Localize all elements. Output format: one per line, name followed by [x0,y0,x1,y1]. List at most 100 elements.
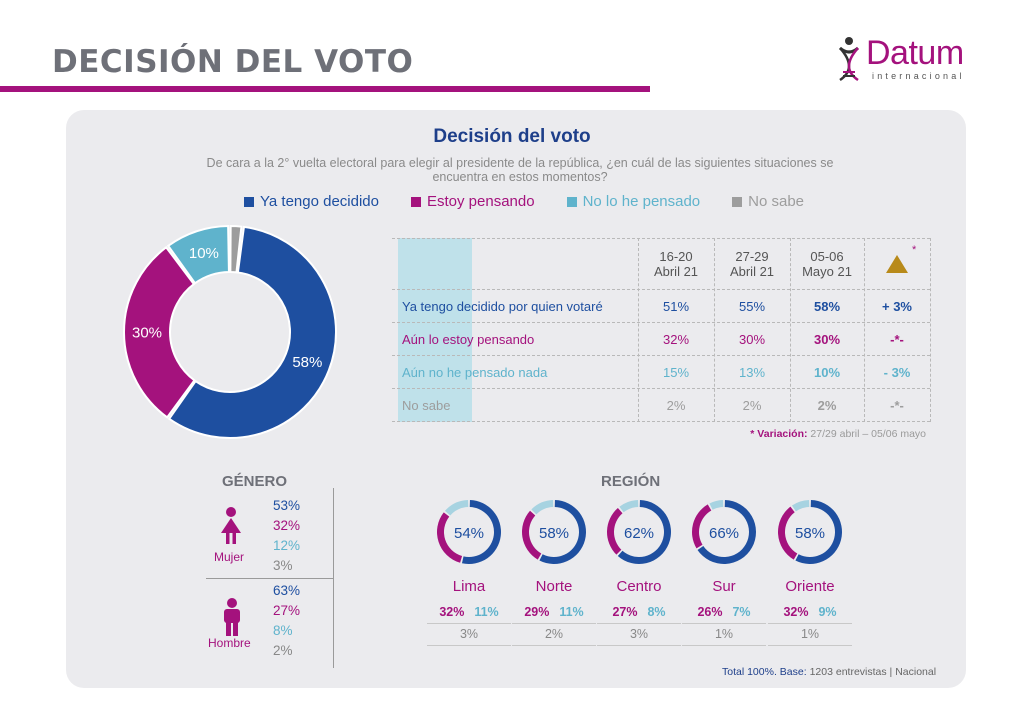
col-header: 16-20 Abril 21 [638,238,714,289]
legend: Ya tengo decidido Estoy pensando No lo h… [244,193,804,210]
footer-total: Total 100%. [722,666,777,678]
row-value: 30% [813,331,841,347]
chart-title: Decisión del voto [433,126,591,147]
region-detail-row: 32% 11% [427,605,511,624]
region-detail-row: 26% 7% [682,605,766,624]
note-label: * Variación: [750,428,808,440]
region-slice [522,510,542,560]
region-name: Lima [452,578,486,595]
donut-slice-label: 58% [292,354,322,371]
gender-value: 53% [273,498,301,513]
col-header: 27-29 Abril 21 [714,238,790,289]
region-name: Norte [535,578,573,595]
region-no-sabe: 3% [597,627,681,646]
donut-slice [167,225,337,439]
row-value: 2% [742,397,762,413]
col-header-line: 16-20 [659,248,693,264]
table-row: No sabe 2% 2% 2% -*- [392,389,930,422]
legend-label: No sabe [748,193,805,210]
gender-value: 3% [273,558,293,573]
gender-values-hombre: 63% 27% 8% 2% [273,581,300,661]
region-slice [709,500,724,510]
col-header-line: 27-29 [735,248,769,264]
row-variation: -*- [890,397,904,413]
warning-triangle-icon [886,254,908,273]
region-no-sabe: 2% [512,627,596,646]
legend-label: Ya tengo decidido [260,193,379,210]
region-slice [692,504,712,549]
region-pensando: 32% [783,605,809,619]
region-name: Oriente [785,578,835,595]
donut-slice [123,245,196,419]
region-slice [617,500,671,564]
donut-slice [229,224,243,274]
gender-value: 63% [273,583,301,598]
table-row: Ya tengo decidido por quien votaré 51% 55%… [392,290,930,323]
row-value: 58% [813,298,841,314]
footer-base-text: 1203 entrevistas | Nacional [809,666,937,678]
row-value: 10% [813,364,841,380]
legend-item-no-pensado: No lo he pensado [566,193,700,210]
region-pensando: 26% [697,605,723,619]
gender-value: 8% [273,623,293,638]
donut-slice-label: 10% [189,245,219,262]
legend-swatch [410,196,421,207]
table-row: Aún no he pensado nada 15% 13% 10% - 3% [392,356,930,389]
row-value: 55% [738,298,766,314]
col-header: 05-06 Mayo 21 [790,238,864,289]
gender-value: 27% [273,603,301,618]
man-icon [224,598,240,636]
legend-item-no-sabe: No sabe [732,193,804,210]
table-column-line [790,238,791,422]
col-header-line: Abril 21 [729,263,775,279]
table-column-line [714,238,715,422]
region-donut-lima: 54% [437,500,501,564]
region-name: Centro [616,578,662,595]
region-no-pensado: 7% [732,605,751,619]
region-donut-centro: 62% [607,500,671,564]
gender-label-hombre: Hombre [208,636,251,650]
region-value-label: 58% [539,525,569,542]
table-column-line [930,238,931,422]
title-rule [0,86,650,92]
region-value-label: 66% [709,525,739,542]
highlight-column [398,238,472,422]
woman-icon [221,507,241,544]
row-variation: -*- [890,331,904,347]
gender-label-mujer: Mujer [214,550,245,564]
region-value-label: 58% [795,525,825,542]
donut-slice-label: 2% [226,220,248,221]
region-detail-row: 29% 11% [512,605,596,624]
gender-value: 2% [273,643,293,658]
variation-note: * Variación: 27/29 abril – 05/06 mayo [700,428,926,440]
logo-word: Datum [866,34,964,72]
row-label: No sabe [402,397,451,413]
logo-sub: internacional [872,71,965,81]
row-label: Aún no he pensado nada [402,364,548,380]
donut-slice [166,224,230,285]
legend-swatch [244,196,254,207]
row-value: 30% [738,331,766,347]
region-title: REGIÓN [601,473,661,490]
region-no-pensado: 9% [818,605,837,619]
datum-figure-icon [839,37,859,82]
region-pensando: 32% [439,605,465,619]
region-slice [795,500,842,564]
datum-logo: Datum internacional [836,34,996,82]
row-value: 2% [666,397,686,413]
gender-horizontal-divider [206,578,333,579]
gender-vertical-divider [333,488,334,668]
table-column-line [864,238,865,422]
table-column-line [638,238,639,422]
chart-subtitle: De cara a la 2° vuelta electoral para el… [206,156,834,184]
footer-base-label: Base: [779,666,807,678]
region-slice [791,500,810,512]
note-text: 27/29 abril – 05/06 mayo [810,428,926,440]
donut-slice-label: 30% [132,324,162,341]
region-no-pensado: 8% [647,605,666,619]
row-value: 13% [738,364,766,380]
row-label: Ya tengo decidido por quien votaré [402,298,603,314]
region-slice [531,500,554,515]
row-label: Aún lo estoy pensando [402,331,535,347]
region-slice [778,506,798,560]
